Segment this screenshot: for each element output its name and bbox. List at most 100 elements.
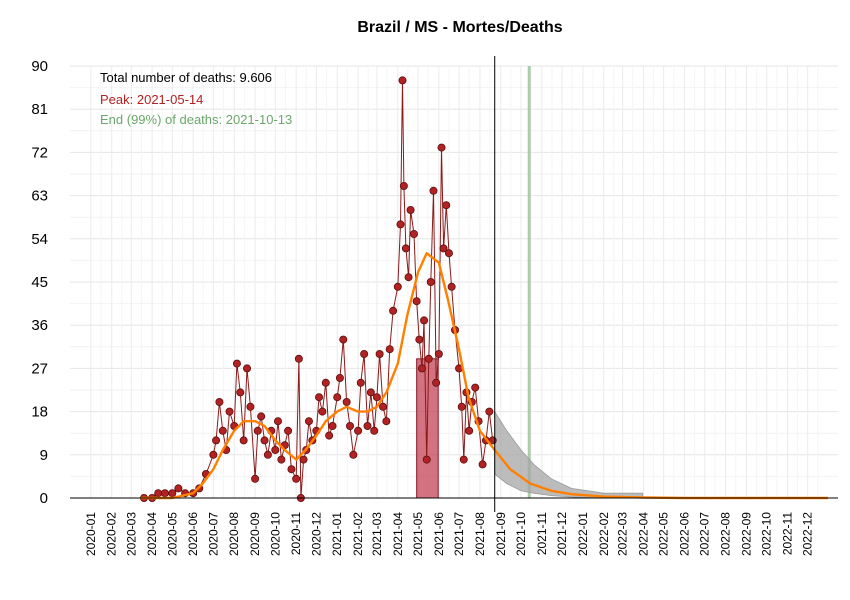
x-tick-label: 2020-03 xyxy=(124,512,138,556)
observed-point xyxy=(370,426,379,435)
annotation-peak: Peak: 2021-05-14 xyxy=(100,92,203,107)
observed-point xyxy=(251,474,260,483)
observed-point xyxy=(356,378,365,387)
x-tick-label: 2021-04 xyxy=(391,512,405,556)
x-tick-label: 2022-01 xyxy=(576,512,590,556)
x-tick-label: 2022-10 xyxy=(760,512,774,556)
observed-point xyxy=(418,364,427,373)
observed-point xyxy=(398,76,407,85)
observed-point xyxy=(382,417,391,426)
observed-point xyxy=(442,201,451,210)
observed-point xyxy=(277,455,286,464)
y-tick-label: 54 xyxy=(31,231,48,248)
observed-point xyxy=(404,273,413,282)
observed-point xyxy=(459,455,468,464)
observed-point xyxy=(154,489,163,498)
observed-point xyxy=(457,402,466,411)
observed-point xyxy=(232,359,241,368)
x-tick-label: 2022-06 xyxy=(678,512,692,556)
observed-point xyxy=(318,407,327,416)
observed-point xyxy=(444,249,453,258)
x-tick-label: 2022-09 xyxy=(739,512,753,556)
x-tick-label: 2020-09 xyxy=(248,512,262,556)
x-tick-label: 2020-10 xyxy=(268,512,282,556)
observed-point xyxy=(239,436,248,445)
fitted-line xyxy=(140,251,828,500)
x-tick-label: 2021-10 xyxy=(514,512,528,556)
observed-point xyxy=(485,407,494,416)
observed-point xyxy=(372,393,381,402)
observed-point xyxy=(333,393,342,402)
observed-point xyxy=(168,489,177,498)
observed-point xyxy=(225,407,234,416)
x-tick-label: 2021-06 xyxy=(432,512,446,556)
observed-point xyxy=(257,412,266,421)
observed-point xyxy=(396,220,405,229)
x-tick-label: 2021-02 xyxy=(351,512,365,556)
observed-point xyxy=(287,465,296,474)
observed-point xyxy=(209,450,218,459)
x-tick-label: 2021-07 xyxy=(452,512,466,556)
y-tick-label: 45 xyxy=(31,274,48,291)
observed-point xyxy=(429,186,438,195)
x-tick-label: 2020-06 xyxy=(186,512,200,556)
observed-point xyxy=(273,417,282,426)
observed-point xyxy=(335,373,344,382)
observed-point xyxy=(328,421,337,430)
observed-point xyxy=(253,426,262,435)
x-tick-label: 2021-11 xyxy=(535,512,549,555)
observed-point xyxy=(471,383,480,392)
observed-point xyxy=(389,306,398,315)
x-tick-label: 2021-03 xyxy=(370,512,384,556)
x-tick-label: 2022-11 xyxy=(781,512,795,555)
observed-point xyxy=(393,282,402,291)
observed-point xyxy=(218,426,227,435)
observed-point xyxy=(292,474,301,483)
grid xyxy=(70,65,838,499)
observed-point xyxy=(325,431,334,440)
x-tick-label: 2021-01 xyxy=(330,512,344,556)
observed-point xyxy=(342,397,351,406)
x-tick-label: 2021-08 xyxy=(473,512,487,556)
observed-point xyxy=(399,181,408,190)
x-tick-label: 2021-12 xyxy=(555,512,569,556)
x-tick-label: 2020-02 xyxy=(105,512,119,556)
observed-point xyxy=(271,445,280,454)
x-tick-label: 2022-05 xyxy=(657,512,671,556)
observed-point xyxy=(434,349,443,358)
observed-point xyxy=(339,335,348,344)
chart-title: Brazil / MS - Mortes/Deaths xyxy=(357,19,562,36)
observed-point xyxy=(321,378,330,387)
observed-point xyxy=(236,388,245,397)
observed-point xyxy=(375,349,384,358)
x-tick-label: 2022-04 xyxy=(636,512,650,556)
observed-point xyxy=(424,354,433,363)
x-tick-label: 2020-07 xyxy=(206,512,220,556)
observed-point xyxy=(360,349,369,358)
observed-point xyxy=(294,354,303,363)
observed-point xyxy=(354,426,363,435)
observed-point xyxy=(439,244,448,253)
y-tick-label: 36 xyxy=(31,317,48,334)
axes-layer xyxy=(70,56,838,512)
observed-point xyxy=(415,335,424,344)
y-tick-label: 27 xyxy=(31,360,48,377)
x-tick-label: 2021-05 xyxy=(411,512,425,556)
x-tick-label: 2021-09 xyxy=(494,512,508,556)
x-tick-label: 2020-11 xyxy=(289,512,303,555)
observed-point xyxy=(366,388,375,397)
observed-point xyxy=(363,421,372,430)
annotation-end: End (99%) of deaths: 2021-10-13 xyxy=(100,112,292,127)
annotation-total: Total number of deaths: 9.606 xyxy=(100,70,272,85)
y-tick-label: 9 xyxy=(40,447,48,464)
x-tick-label: 2020-04 xyxy=(145,512,159,556)
y-tick-label: 0 xyxy=(40,490,48,507)
observed-point xyxy=(263,450,272,459)
observed-point xyxy=(246,402,255,411)
y-tick-label: 18 xyxy=(31,404,48,421)
observed-point xyxy=(284,426,293,435)
x-tick-labels: 2020-01 2020-02 2020-03 2020-04 2020-05 2020-… xyxy=(84,512,815,556)
observed-point xyxy=(385,345,394,354)
x-tick-label: 2020-01 xyxy=(84,512,98,556)
y-tick-label: 81 xyxy=(31,101,48,118)
